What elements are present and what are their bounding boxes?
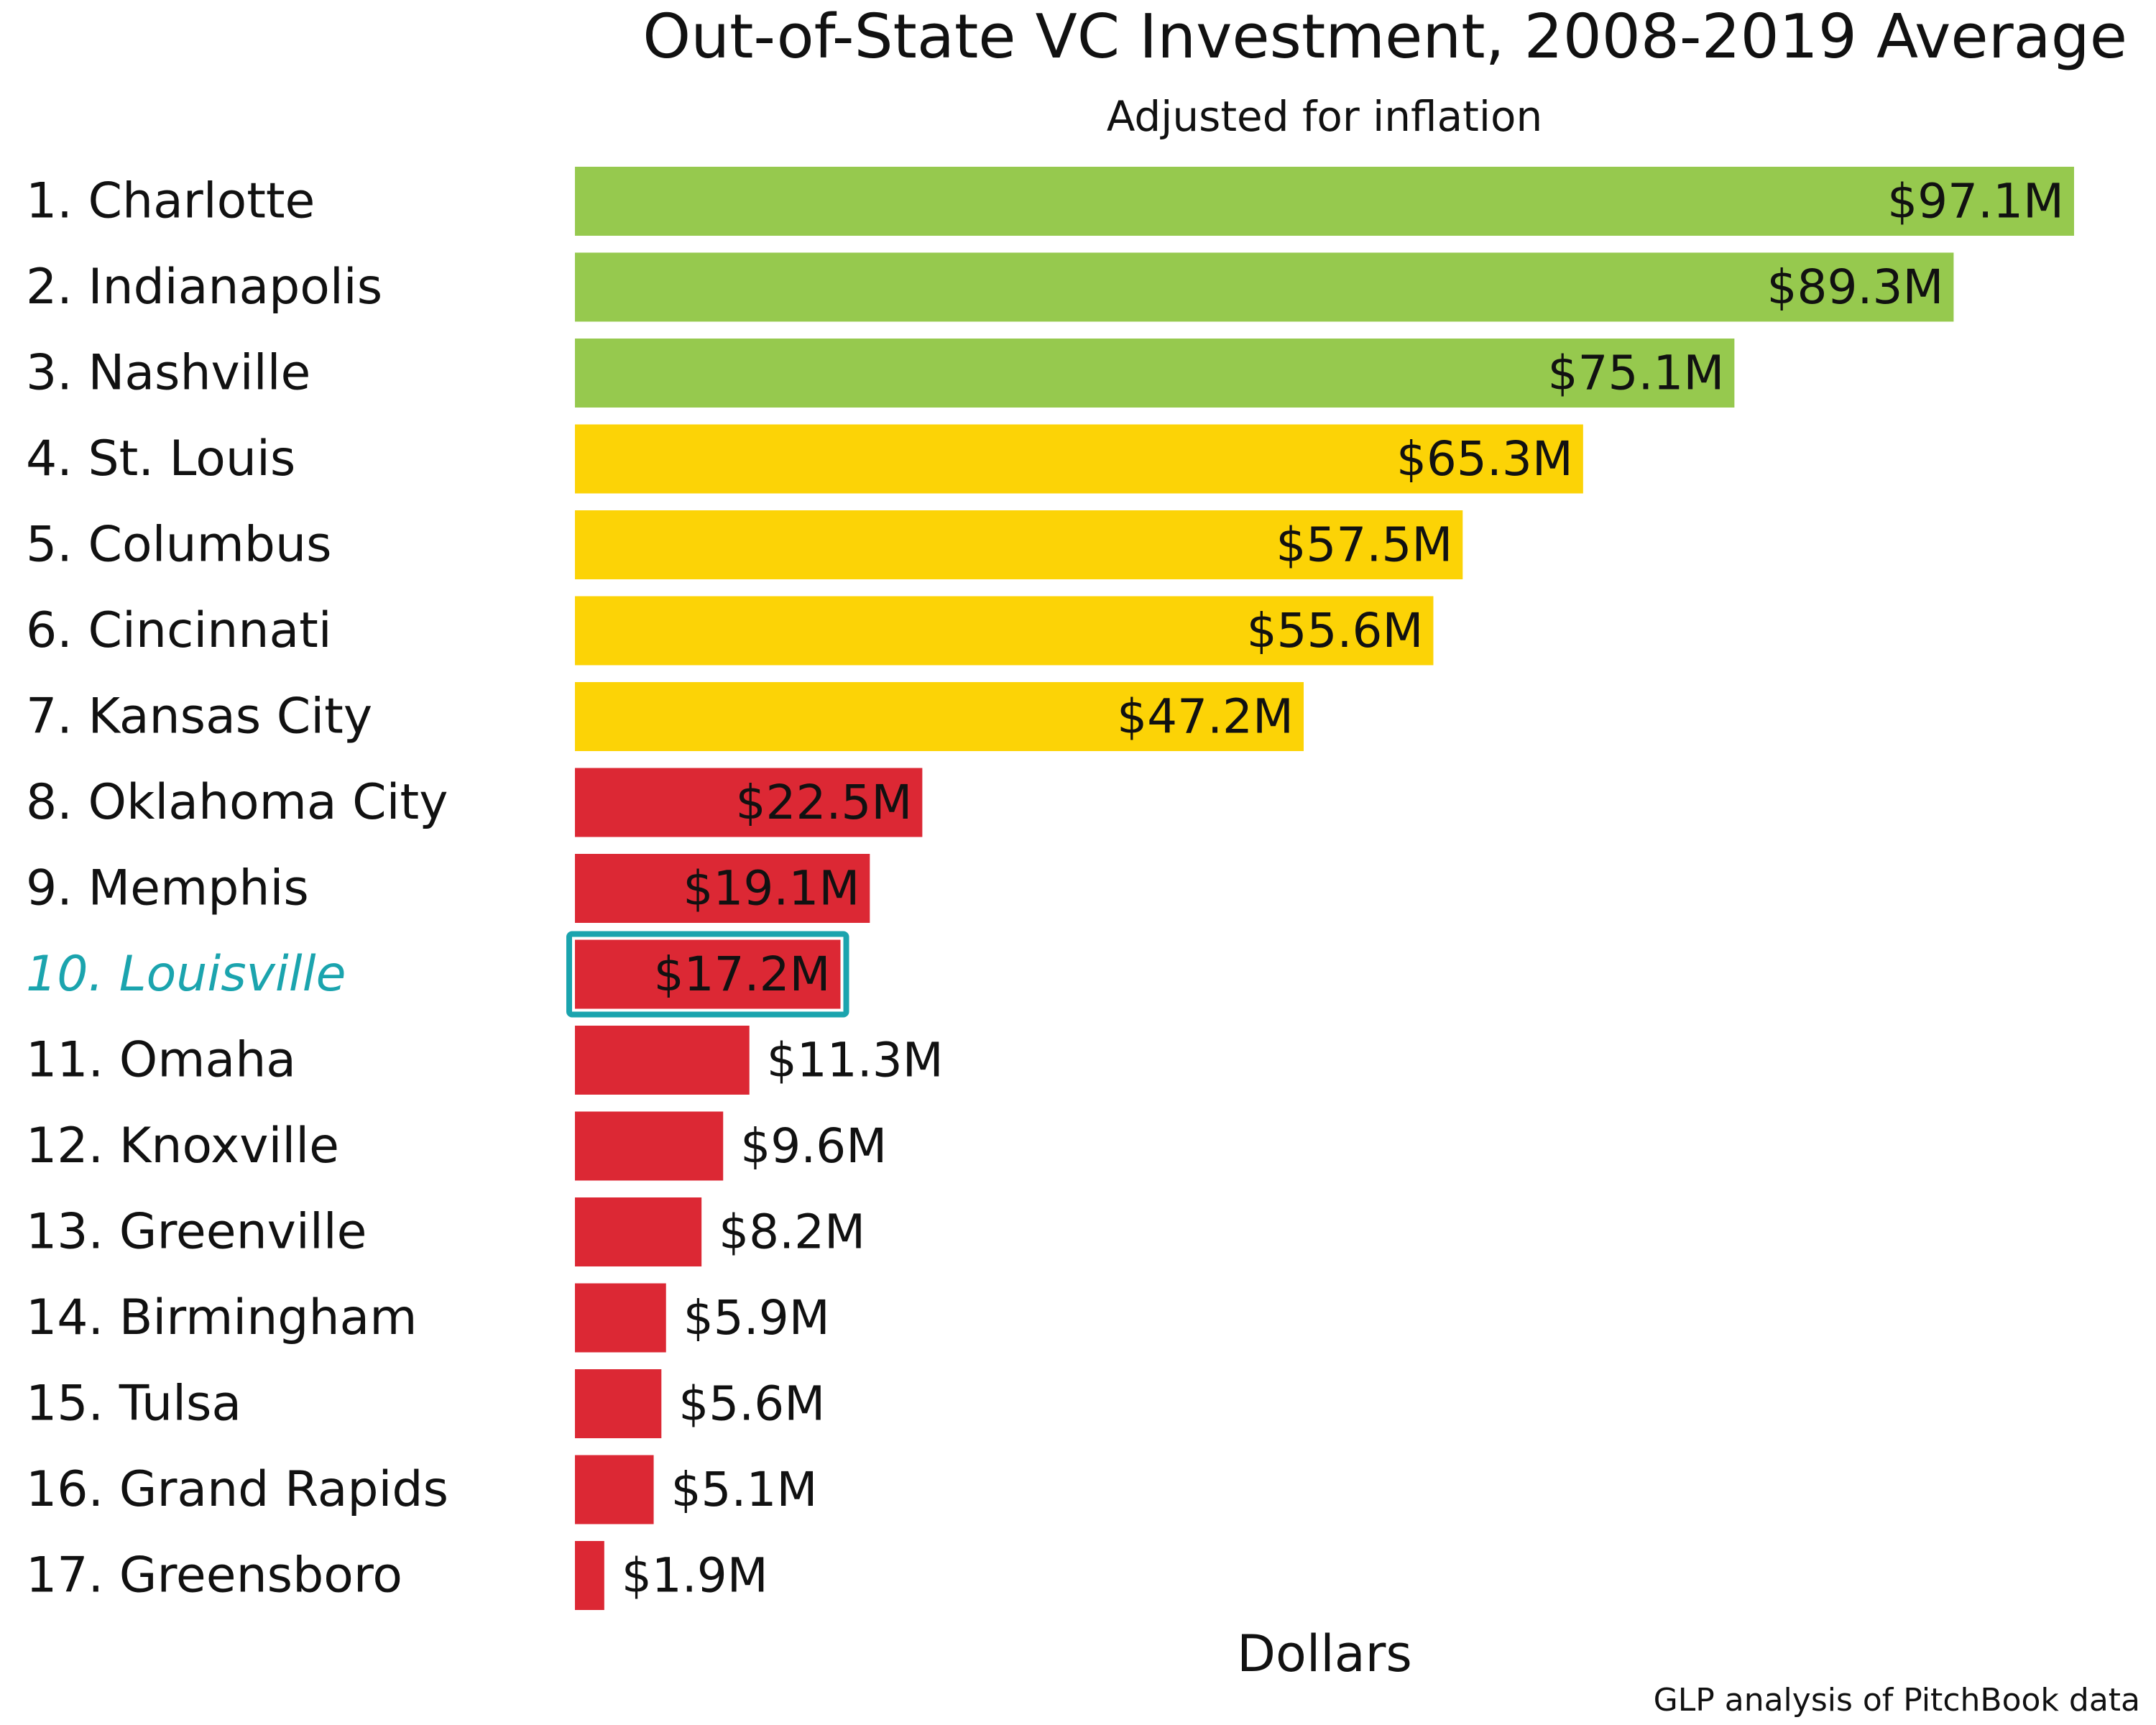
value-label-omaha: $11.3M [767,1033,944,1088]
category-label-st-louis: 4. St. Louis [26,431,295,487]
x-axis-label: Dollars [1237,1624,1412,1683]
bar-greensboro [575,1541,604,1610]
bar-cincinnati [575,596,1434,666]
category-label-louisville: 10. Louisville [26,946,346,1003]
bar-greenville [575,1197,702,1266]
value-label-columbus: $57.5M [1276,518,1452,573]
value-label-memphis: $19.1M [683,861,860,916]
value-label-tulsa: $5.6M [678,1376,825,1432]
category-label-nashville: 3. Nashville [26,345,310,402]
category-label-oklahoma-city: 8. Oklahoma City [26,774,448,831]
bar-indianapolis [575,252,1954,322]
bar-birmingham [575,1283,666,1353]
category-label-greensboro: 17. Greensboro [26,1547,402,1604]
value-label-grand-rapids: $5.1M [671,1462,818,1517]
highlight-box-louisville [566,931,849,1018]
bar-kansas-city [575,682,1304,751]
bar-charlotte [575,167,2074,236]
value-label-nashville: $75.1M [1547,346,1724,401]
bar-tulsa [575,1369,662,1438]
value-label-louisville: $17.2M [654,947,831,1002]
chart-subtitle: Adjusted for inflation [1106,92,1543,141]
bar-st-louis [575,424,1583,494]
bar-knoxville [575,1111,724,1181]
bar-omaha [575,1026,750,1095]
category-label-cincinnati: 6. Cincinnati [26,602,332,659]
value-label-oklahoma-city: $22.5M [735,775,912,830]
category-label-indianapolis: 2. Indianapolis [26,259,382,316]
value-label-st-louis: $65.3M [1396,431,1573,487]
source-note: GLP analysis of PitchBook data [1653,1682,2140,1719]
value-label-greenville: $8.2M [719,1205,865,1260]
bar-louisville [575,939,841,1009]
category-label-knoxville: 12. Knoxville [26,1118,339,1174]
bar-memphis [575,854,870,923]
value-label-cincinnati: $55.6M [1247,603,1424,658]
category-label-birmingham: 14. Birmingham [26,1289,417,1346]
bar-grand-rapids [575,1455,654,1524]
category-label-tulsa: 15. Tulsa [26,1376,241,1432]
value-label-indianapolis: $89.3M [1767,259,1944,315]
value-label-birmingham: $5.9M [683,1290,830,1346]
bar-columbus [575,510,1463,579]
value-label-kansas-city: $47.2M [1117,689,1294,745]
bar-oklahoma-city [575,768,923,837]
category-label-omaha: 11. Omaha [26,1032,296,1089]
category-label-columbus: 5. Columbus [26,517,332,574]
value-label-charlotte: $97.1M [1887,174,2064,229]
category-label-grand-rapids: 16. Grand Rapids [26,1461,448,1518]
category-label-greenville: 13. Greenville [26,1204,367,1261]
value-label-greensboro: $1.9M [622,1548,768,1604]
chart-title: Out-of-State VC Investment, 2008-2019 Av… [642,1,2127,73]
bar-nashville [575,339,1735,408]
category-label-charlotte: 1. Charlotte [26,173,315,230]
value-label-knoxville: $9.6M [740,1118,887,1174]
category-label-memphis: 9. Memphis [26,860,309,917]
category-label-kansas-city: 7. Kansas City [26,689,372,745]
